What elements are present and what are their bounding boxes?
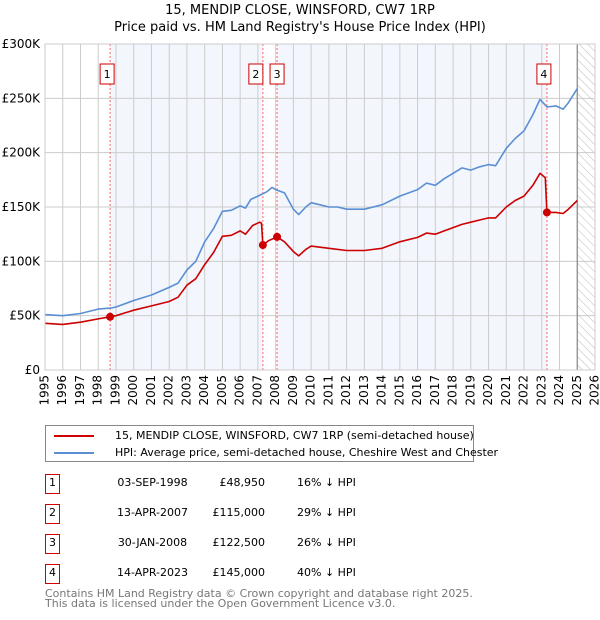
x-tick-label: 2010 [304, 375, 318, 406]
sale-price: £48,950 [219, 476, 266, 489]
y-tick-label: £250K [2, 91, 42, 105]
x-tick-label: 2024 [552, 375, 566, 406]
x-tick-label: 2016 [410, 375, 424, 406]
y-tick-label: £0 [25, 363, 40, 377]
title-line-1: 15, MENDIP CLOSE, WINSFORD, CW7 1RP [165, 3, 435, 18]
sale-date: 30-JAN-2008 [117, 536, 188, 549]
x-tick-label: 2012 [339, 375, 353, 406]
property-price-line [44, 172, 578, 326]
x-tick-label: 2007 [250, 375, 264, 406]
x-tick-label: 1999 [108, 375, 122, 406]
sale-badge-box [536, 63, 552, 85]
x-tick-label: 2003 [179, 375, 193, 406]
x-tick-label: 2000 [126, 375, 140, 406]
sale-price: £145,000 [212, 566, 266, 579]
x-tick-label: 2005 [215, 375, 229, 406]
footer: Contains HM Land Registry data © Crown c… [45, 587, 473, 610]
x-tick-label: 1998 [91, 375, 105, 406]
x-tick-label: 2018 [446, 375, 460, 406]
sale-badge-box [248, 63, 264, 85]
sale-badge-box [99, 63, 115, 85]
x-tick-label: 1997 [73, 375, 87, 406]
x-tick-label: 2021 [499, 375, 513, 406]
legend-swatch-hpi [54, 452, 94, 454]
legend-label: 15, MENDIP CLOSE, WINSFORD, CW7 1RP (sem… [115, 429, 474, 442]
sale-hpi-diff: 16% ↓ HPI [297, 476, 356, 489]
x-tick-label: 2011 [321, 375, 335, 406]
sale-badge: 4 [45, 564, 60, 584]
x-tick-label: 2015 [392, 375, 406, 406]
sale-badge-box [269, 63, 285, 85]
sale-price: £122,500 [212, 536, 266, 549]
price-chart: 1995 1996 1997 1998 1999 2000 2001 2002 2003 2004… [2, 37, 600, 406]
legend-swatch-property [54, 435, 94, 437]
y-tick-label: £200K [2, 146, 42, 160]
sale-badge-label: 2 [252, 68, 259, 81]
hpi-line [44, 88, 578, 317]
x-tick-label: 2004 [197, 375, 211, 406]
x-tick-label: 2026 [588, 375, 600, 406]
sale-price: £115,000 [212, 506, 266, 519]
x-tick-label: 2006 [233, 375, 247, 406]
sale-hpi-diff: 40% ↓ HPI [297, 566, 356, 579]
x-tick-label: 2008 [268, 375, 282, 406]
x-tick-label: 2023 [534, 375, 548, 406]
sale-badge-label: 3 [274, 68, 281, 81]
sale-date: 13-APR-2007 [116, 506, 189, 519]
x-tick-label: 2013 [357, 375, 371, 406]
y-tick-label: £150K [2, 200, 42, 214]
y-tick-label: £50K [9, 309, 41, 323]
title-line-2: Price paid vs. HM Land Registry's House … [114, 20, 486, 35]
sale-hpi-diff: 29% ↓ HPI [297, 506, 356, 519]
x-tick-label: 2014 [375, 375, 389, 406]
chart-title: 15, MENDIP CLOSE, WINSFORD, CW7 1RP Pric… [0, 2, 600, 36]
plot-border [44, 43, 596, 371]
footer-line: This data is licensed under the Open Gov… [45, 597, 396, 610]
sale-badge-label: 4 [540, 68, 547, 81]
legend-label: HPI: Average price, semi-detached house,… [115, 446, 499, 459]
x-tick-label: 2001 [144, 375, 158, 406]
sale-badge: 3 [45, 534, 60, 554]
sale-point [106, 312, 115, 321]
sale-badge: 1 [45, 474, 60, 494]
x-tick-label: 2017 [428, 375, 442, 406]
sale-date: 14-APR-2023 [116, 566, 189, 579]
sale-point [258, 241, 267, 250]
sale-point [542, 208, 551, 217]
x-tick-label: 1996 [55, 375, 69, 406]
x-tick-label: 2020 [481, 375, 495, 406]
x-tick-label: 2009 [286, 375, 300, 406]
x-tick-label: 2022 [517, 375, 531, 406]
x-tick-label: 1995 [38, 375, 52, 406]
legend: 15, MENDIP CLOSE, WINSFORD, CW7 1RP (sem… [45, 425, 498, 462]
x-tick-label: 2025 [570, 375, 584, 406]
sale-date: 03-SEP-1998 [117, 476, 188, 489]
x-tick-label: 2002 [162, 375, 176, 406]
sale-hpi-diff: 26% ↓ HPI [297, 536, 356, 549]
sale-badge: 2 [45, 504, 60, 524]
x-tick-label: 2019 [463, 375, 477, 406]
sale-badge-label: 1 [104, 68, 111, 81]
y-tick-label: £100K [2, 254, 42, 268]
y-tick-label: £300K [2, 37, 42, 51]
sale-point [273, 232, 282, 241]
footer-line: Contains HM Land Registry data © Crown c… [45, 587, 473, 600]
